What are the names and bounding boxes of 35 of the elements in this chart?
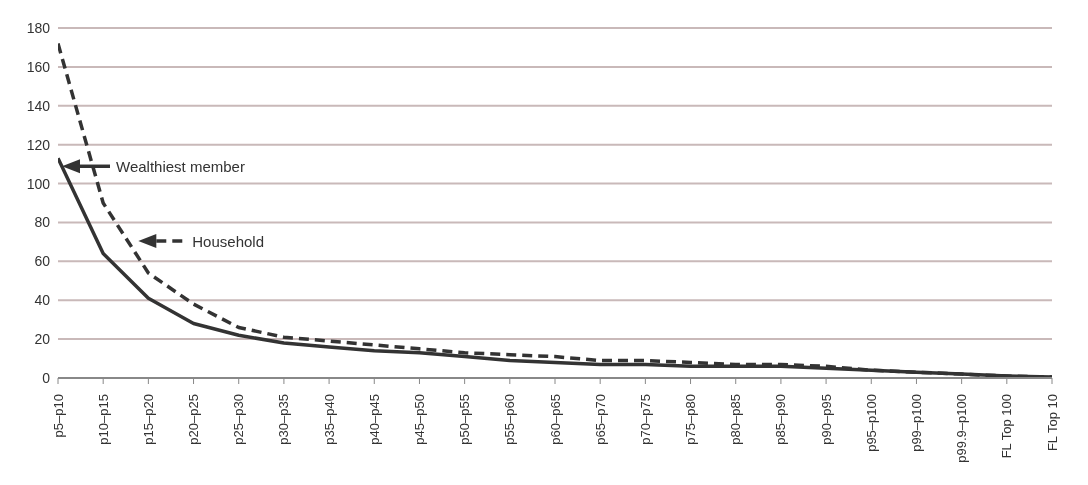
y-tick-label: 20: [34, 331, 51, 348]
y-tick-label: 180: [26, 19, 51, 36]
x-tick-label: p40–p45: [366, 394, 382, 445]
y-tick-label: 40: [34, 292, 51, 309]
x-tick-label: p80–p85: [728, 394, 744, 445]
y-tick-label: 60: [34, 253, 51, 270]
y-tick-label: 80: [34, 214, 51, 231]
x-tick-label: p70–p75: [637, 394, 653, 445]
x-tick-label: FL Top 100: [999, 394, 1015, 459]
x-tick-label: p65–p70: [592, 394, 608, 445]
x-tick-label: p20–p25: [186, 394, 202, 445]
x-tick-label: p99.9–p100: [954, 394, 970, 463]
x-tick-label: p90–p95: [818, 394, 834, 445]
x-tick-label: p55–p60: [502, 394, 518, 445]
y-tick-label: 160: [26, 58, 51, 75]
x-tick-label: p35–p40: [321, 394, 337, 445]
legend-label: Wealthiest member: [116, 157, 245, 175]
x-tick-label: p50–p55: [457, 394, 473, 445]
x-tick-label: p60–p65: [547, 394, 563, 445]
x-tick-label: p5–p10: [50, 394, 66, 438]
x-tick-label: p30–p35: [276, 394, 292, 445]
x-tick-label: p25–p30: [231, 394, 247, 445]
y-tick-label: 100: [26, 175, 51, 192]
x-tick-label: p95–p100: [863, 394, 879, 452]
x-tick-label: p99–p100: [908, 394, 924, 452]
legend-label: Household: [192, 232, 265, 250]
y-tick-label: 0: [42, 369, 51, 386]
x-tick-label: p45–p50: [411, 394, 427, 445]
x-tick-label: p10–p15: [95, 394, 111, 445]
y-tick-label: 140: [26, 97, 51, 114]
x-tick-label: p15–p20: [140, 394, 156, 445]
x-tick-label: p85–p90: [773, 394, 789, 445]
y-tick-label: 120: [26, 136, 51, 153]
x-tick-label: FL Top 10: [1044, 394, 1060, 452]
x-tick-label: p75–p80: [683, 394, 699, 445]
